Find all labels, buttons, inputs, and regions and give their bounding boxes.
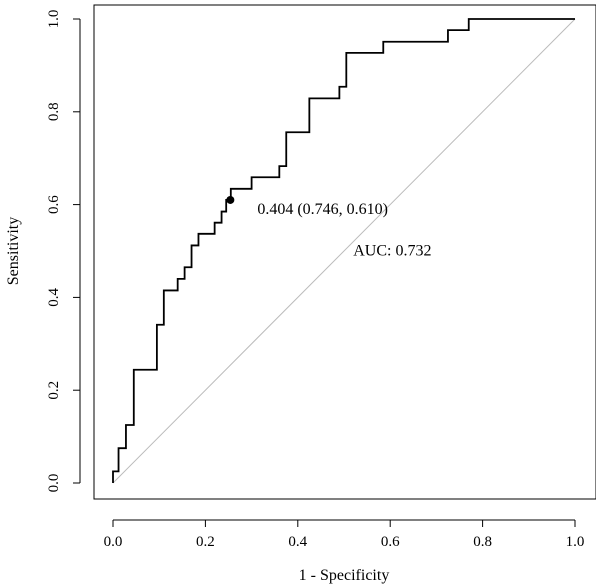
y-tick-label: 0.4 (46, 288, 62, 307)
reference-diagonal (112, 18, 576, 484)
optimal-threshold-point (226, 195, 235, 204)
x-tick-label: 0.0 (104, 534, 123, 550)
x-axis-title: 1 - Specificity (299, 567, 390, 584)
x-tick-label: 0.2 (196, 534, 215, 550)
y-tick-label: 0.0 (46, 474, 62, 493)
y-tick-label: 1.0 (46, 10, 62, 29)
plot-frame (93, 4, 596, 500)
x-tick-label: 0.8 (473, 534, 492, 550)
y-axis: 0.0 0.2 0.4 0.6 0.8 1.0 (46, 10, 81, 493)
y-tick-label: 0.6 (46, 195, 62, 214)
y-axis-title: Sensitivity (5, 217, 22, 285)
x-tick-label: 0.4 (288, 534, 307, 550)
auc-annotation: AUC: 0.732 (353, 243, 431, 260)
optimal-threshold-label: 0.404 (0.746, 0.610) (257, 201, 388, 218)
x-tick-label: 0.6 (381, 534, 400, 550)
y-tick-label: 0.2 (46, 381, 62, 400)
y-tick-label: 0.8 (46, 102, 62, 121)
x-tick-label: 1.0 (566, 534, 585, 550)
x-axis: 0.0 0.2 0.4 0.6 0.8 1.0 (104, 519, 585, 550)
roc-curve (112, 18, 575, 483)
